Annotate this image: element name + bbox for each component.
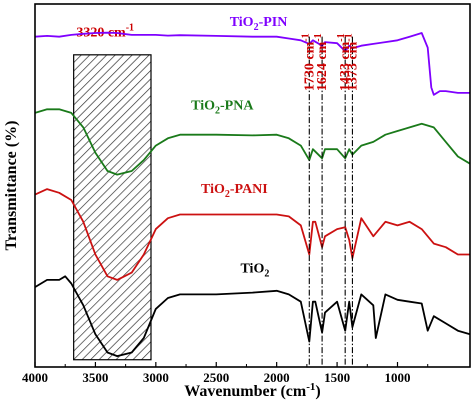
series-label-tio2-pani: TiO2-PANI bbox=[201, 182, 268, 200]
x-tick-label: 2500 bbox=[203, 370, 229, 385]
x-tick-label: 3000 bbox=[143, 370, 169, 385]
series-layer bbox=[34, 31, 471, 357]
peak-label-1433: 1433 cm-1 bbox=[336, 33, 353, 91]
x-tick-label: 3500 bbox=[82, 370, 108, 385]
band-annotation-label: 3320 cm-1 bbox=[76, 23, 134, 41]
series-label-tio2-pna: TiO2-PNA bbox=[191, 98, 254, 116]
plot-area-frame bbox=[34, 3, 471, 368]
x-tick-label: 4000 bbox=[22, 370, 48, 385]
x-tick-label: 2000 bbox=[264, 370, 290, 385]
y-axis-title: Transmittance (%) bbox=[3, 121, 20, 251]
x-axis-ticks: 4000 3500 3000 2500 2000 1500 1000 bbox=[22, 362, 429, 385]
series-labels: TiO2-PIN TiO2-PNA TiO2-PANI TiO2 bbox=[191, 15, 287, 280]
peak-label-1730: 1730 cm-1 bbox=[300, 33, 317, 91]
series-label-tio2: TiO2 bbox=[240, 262, 269, 280]
series-line-tio2-pin bbox=[34, 31, 470, 96]
peak-label-1373: 1373 cm-1 bbox=[343, 33, 360, 91]
series-line-tio2-pna bbox=[34, 108, 471, 176]
series-line-tio2 bbox=[34, 275, 471, 357]
series-line-tio2-pani bbox=[34, 188, 470, 281]
peak-label-1624: 1624 cm-1 bbox=[313, 33, 330, 91]
x-tick-label: 1000 bbox=[385, 370, 411, 385]
x-tick-label: 1500 bbox=[324, 370, 350, 385]
peak-marker-lines bbox=[308, 36, 353, 367]
series-label-tio2-pin: TiO2-PIN bbox=[230, 15, 288, 33]
hatched-band-3320 bbox=[73, 54, 152, 361]
x-axis-title: Wavenumber (cm-1) bbox=[184, 381, 320, 400]
band-annotation: 3320 cm-1 bbox=[76, 23, 134, 41]
